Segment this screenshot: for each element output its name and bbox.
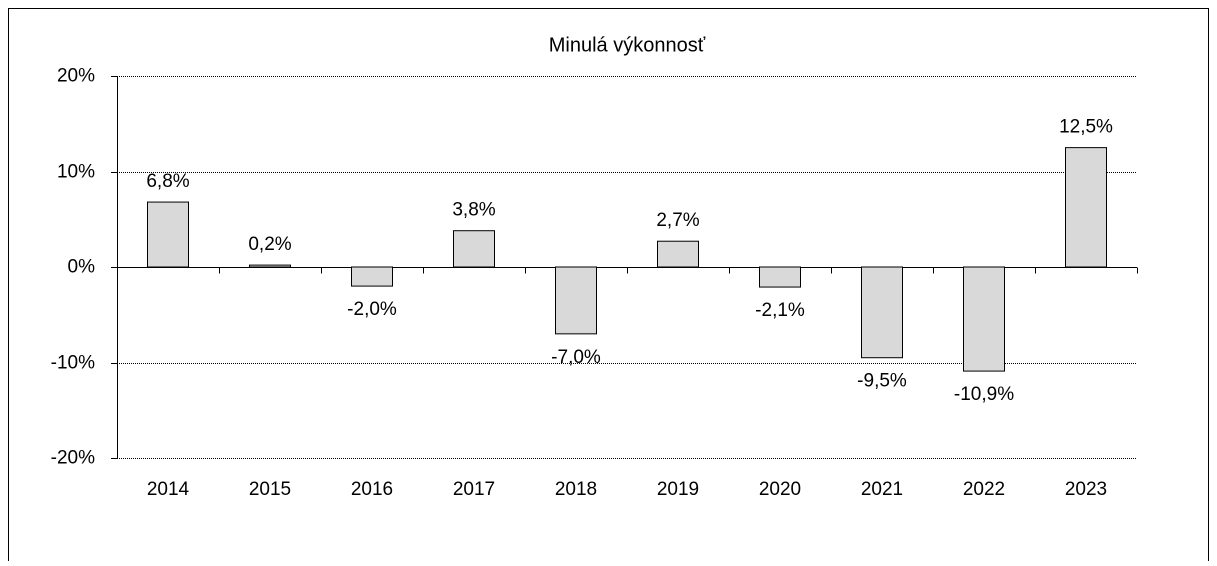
- y-tick-label: -20%: [51, 448, 95, 469]
- value-label: 12,5%: [1059, 117, 1113, 138]
- value-label: 3,8%: [452, 200, 495, 221]
- x-tick-label: 2023: [1065, 479, 1107, 500]
- value-label: 6,8%: [146, 171, 189, 192]
- x-tick-label: 2018: [555, 479, 597, 500]
- bar: [249, 264, 291, 268]
- x-tick-label: 2019: [657, 479, 699, 500]
- bar: [555, 266, 597, 335]
- x-tick-label: 2022: [963, 479, 1005, 500]
- value-label: 0,2%: [248, 234, 291, 255]
- bar: [351, 266, 393, 287]
- bar: [861, 266, 903, 359]
- y-tick-label: 10%: [57, 162, 95, 183]
- value-label: -9,5%: [857, 371, 907, 392]
- x-tick-label: 2021: [861, 479, 903, 500]
- bar: [1065, 147, 1107, 268]
- y-tick-label: 20%: [57, 66, 95, 87]
- bar: [963, 266, 1005, 372]
- value-label: -7,0%: [551, 347, 601, 368]
- y-tick-label: -10%: [51, 353, 95, 374]
- value-label: -10,9%: [954, 384, 1014, 405]
- value-label: 2,7%: [656, 210, 699, 231]
- chart-title: Minulá výkonnosť: [549, 34, 706, 56]
- bar: [147, 201, 189, 268]
- bar: [657, 240, 699, 268]
- value-label: -2,1%: [755, 300, 805, 321]
- x-tick-label: 2016: [351, 479, 393, 500]
- value-label: -2,0%: [347, 299, 397, 320]
- y-tick-label: 0%: [68, 257, 96, 278]
- x-tick-label: 2017: [453, 479, 495, 500]
- bar: [453, 230, 495, 268]
- x-tick-label: 2014: [147, 479, 190, 500]
- x-tick-label: 2015: [249, 479, 291, 500]
- frame: [8, 8, 1209, 561]
- bar: [759, 266, 801, 288]
- x-tick-label: 2020: [759, 479, 801, 500]
